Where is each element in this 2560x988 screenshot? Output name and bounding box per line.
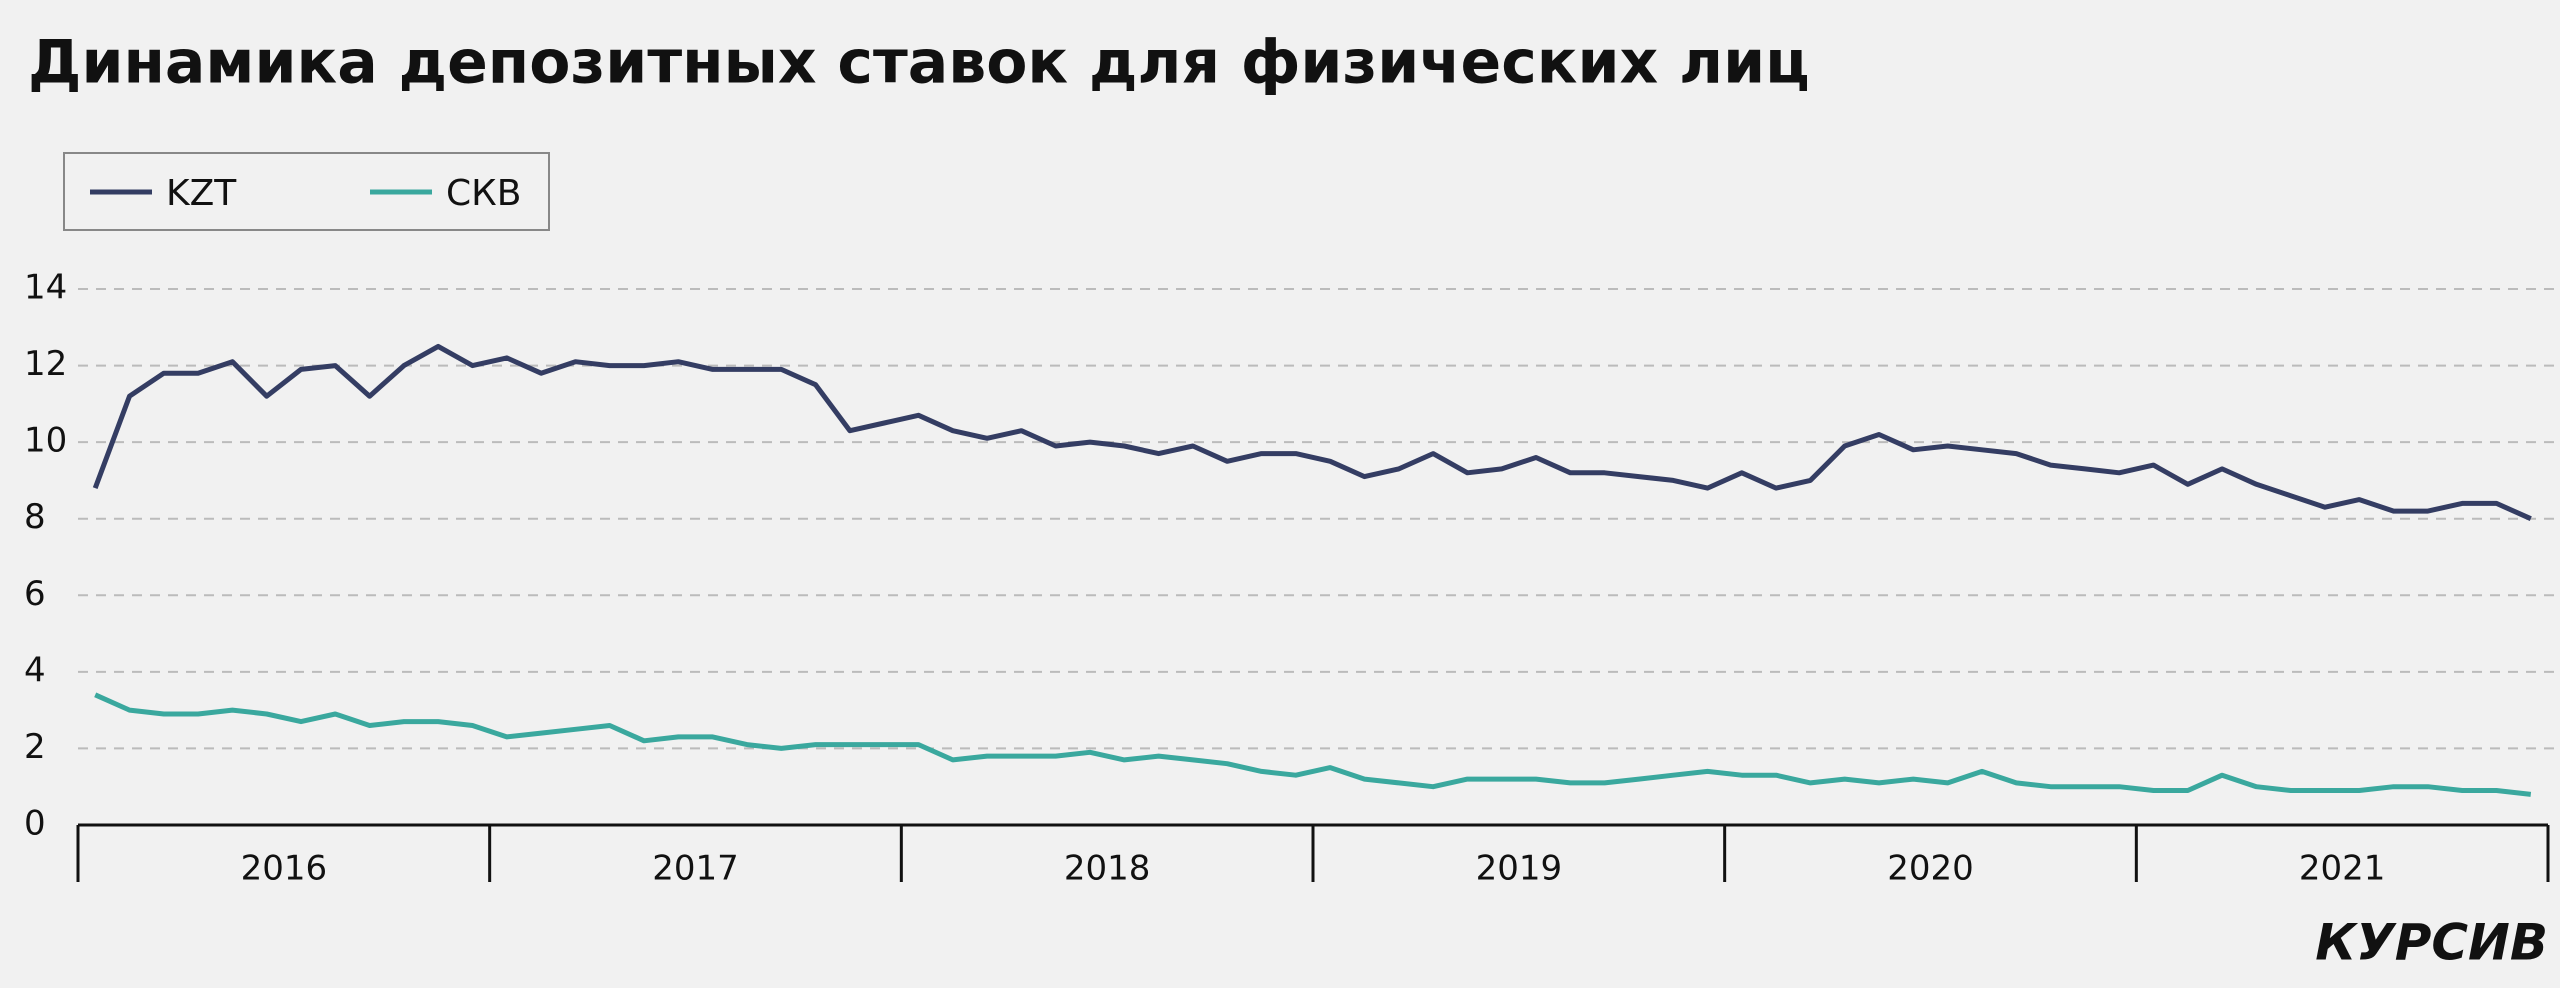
y-tick-label: 10 [24, 421, 67, 461]
x-tick-label: 2021 [2299, 849, 2386, 889]
y-tick-label: 2 [24, 727, 46, 767]
x-tick-label: 2019 [1476, 849, 1563, 889]
series-line [94, 692, 2532, 797]
x-tick-label: 2020 [1887, 849, 1974, 889]
legend-label: KZT [166, 173, 237, 214]
x-tick-label: 2016 [241, 849, 328, 889]
y-tick-label: 12 [24, 344, 67, 384]
chart-title: Динамика депозитных ставок для физически… [28, 28, 1810, 98]
legend-box [63, 152, 550, 231]
legend-label: СКВ [446, 173, 521, 214]
y-tick-label: 4 [24, 650, 46, 690]
series-line [92, 343, 2532, 521]
x-tick-label: 2018 [1064, 849, 1151, 889]
y-tick-label: 0 [24, 804, 46, 844]
brand-logo: КУРСИВ [2315, 914, 2548, 972]
y-tick-label: 8 [24, 497, 46, 537]
x-tick-label: 2017 [652, 849, 739, 889]
y-tick-label: 6 [24, 574, 46, 614]
y-tick-label: 14 [24, 268, 67, 308]
